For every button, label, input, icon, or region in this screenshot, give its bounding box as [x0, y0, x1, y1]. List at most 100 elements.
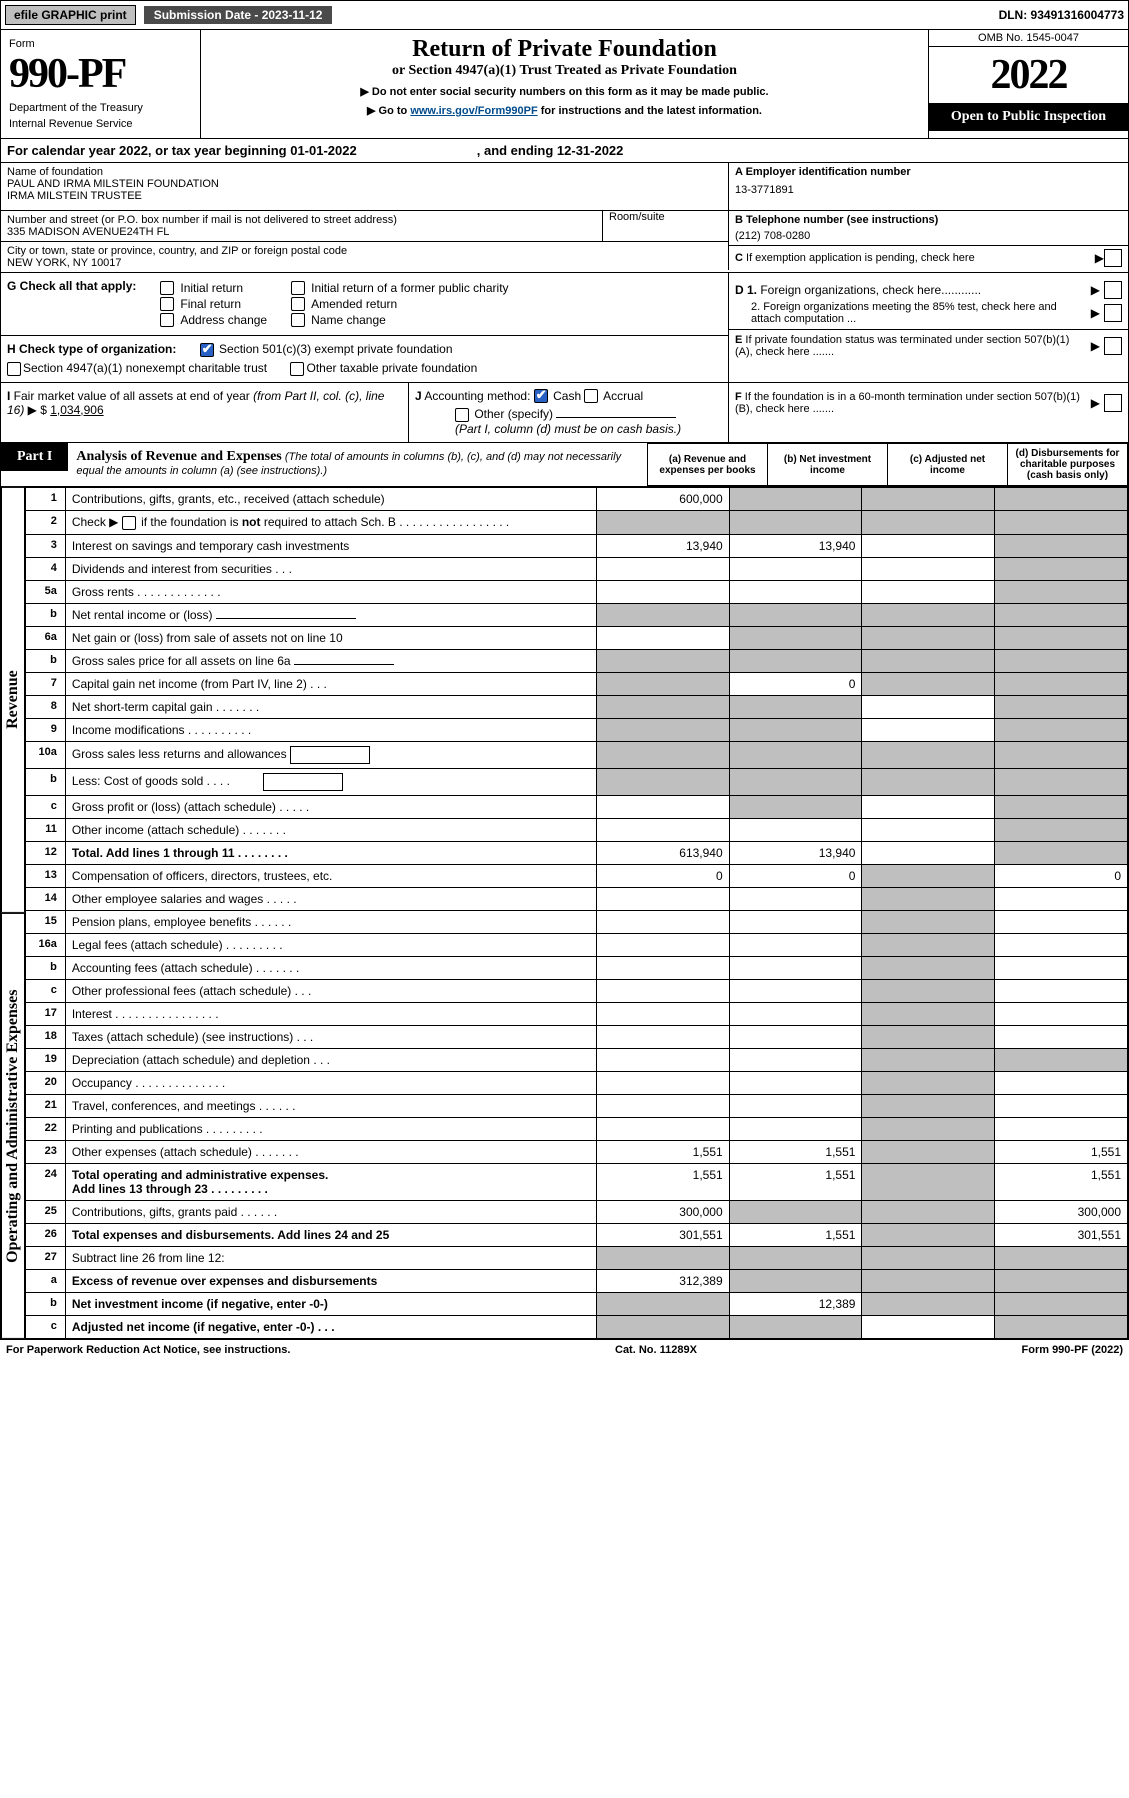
table-row: 14Other employee salaries and wages . . … — [26, 888, 1128, 911]
table-row: 11Other income (attach schedule) . . . .… — [26, 819, 1128, 842]
cash-checkbox[interactable] — [534, 389, 548, 403]
table-row: 26Total expenses and disbursements. Add … — [26, 1224, 1128, 1247]
efile-button[interactable]: efile GRAPHIC print — [5, 5, 136, 25]
form-label: Form — [9, 38, 192, 50]
table-row: 20Occupancy . . . . . . . . . . . . . . — [26, 1072, 1128, 1095]
table-row: 9Income modifications . . . . . . . . . … — [26, 719, 1128, 742]
addr-change-checkbox[interactable] — [160, 313, 174, 327]
footer-right: Form 990-PF (2022) — [1022, 1344, 1124, 1356]
room-label: Room/suite — [602, 211, 722, 241]
tel-value: (212) 708-0280 — [735, 230, 1122, 242]
table-row: bAccounting fees (attach schedule) . . .… — [26, 957, 1128, 980]
col-a-header: (a) Revenue and expenses per books — [648, 444, 768, 486]
open-public: Open to Public Inspection — [929, 103, 1128, 131]
calendar-year-row: For calendar year 2022, or tax year begi… — [0, 139, 1129, 163]
fmv-value: 1,034,906 — [50, 403, 103, 417]
form-number: 990-PF — [9, 50, 192, 98]
accrual-checkbox[interactable] — [584, 389, 598, 403]
other-taxable-checkbox[interactable] — [290, 362, 304, 376]
h-label: H Check type of organization: — [7, 342, 176, 356]
schb-checkbox[interactable] — [122, 516, 136, 530]
tel-label: B Telephone number (see instructions) — [735, 214, 1122, 226]
f-checkbox[interactable] — [1104, 394, 1122, 412]
table-row: 5aGross rents . . . . . . . . . . . . . — [26, 581, 1128, 604]
submission-date: Submission Date - 2023-11-12 — [144, 6, 333, 24]
amended-checkbox[interactable] — [291, 297, 305, 311]
fmv-row: I Fair market value of all assets at end… — [0, 383, 1129, 444]
d2-checkbox[interactable] — [1104, 304, 1122, 322]
initial-former-checkbox[interactable] — [291, 281, 305, 295]
table-row: bGross sales price for all assets on lin… — [26, 650, 1128, 673]
table-row: aExcess of revenue over expenses and dis… — [26, 1270, 1128, 1293]
city-value: NEW YORK, NY 10017 — [7, 257, 722, 269]
form-subtitle: or Section 4947(a)(1) Trust Treated as P… — [209, 63, 920, 79]
top-bar: efile GRAPHIC print Submission Date - 20… — [0, 0, 1129, 30]
info-block: Name of foundation PAUL AND IRMA MILSTEI… — [0, 163, 1129, 273]
table-row: 18Taxes (attach schedule) (see instructi… — [26, 1026, 1128, 1049]
initial-return-checkbox[interactable] — [160, 281, 174, 295]
street-address: 335 MADISON AVENUE24TH FL — [7, 226, 596, 238]
table-row: cOther professional fees (attach schedul… — [26, 980, 1128, 1003]
g-label: G Check all that apply: — [7, 279, 136, 293]
final-return-checkbox[interactable] — [160, 297, 174, 311]
table-row: 13Compensation of officers, directors, t… — [26, 865, 1128, 888]
part1-grid: Revenue Operating and Administrative Exp… — [0, 487, 1129, 1340]
form-link[interactable]: www.irs.gov/Form990PF — [410, 105, 537, 117]
f-label: F If the foundation is in a 60-month ter… — [735, 391, 1087, 415]
col-b-header: (b) Net investment income — [768, 444, 888, 486]
expenses-side-label: Operating and Administrative Expenses — [1, 913, 25, 1339]
table-row: cGross profit or (loss) (attach schedule… — [26, 796, 1128, 819]
table-row: 25Contributions, gifts, grants paid . . … — [26, 1201, 1128, 1224]
omb-number: OMB No. 1545-0047 — [929, 30, 1128, 47]
part1-header: Part I Analysis of Revenue and Expenses … — [0, 443, 1129, 487]
table-row: 8Net short-term capital gain . . . . . .… — [26, 696, 1128, 719]
table-row: 12Total. Add lines 1 through 11 . . . . … — [26, 842, 1128, 865]
e-checkbox[interactable] — [1104, 337, 1122, 355]
table-row: 24Total operating and administrative exp… — [26, 1164, 1128, 1201]
footer-left: For Paperwork Reduction Act Notice, see … — [6, 1344, 290, 1356]
table-row: 1Contributions, gifts, grants, etc., rec… — [26, 488, 1128, 511]
c-checkbox[interactable] — [1104, 249, 1122, 267]
table-row: 7Capital gain net income (from Part IV, … — [26, 673, 1128, 696]
s501-checkbox[interactable] — [200, 343, 214, 357]
tax-year: 2022 — [929, 47, 1128, 103]
col-c-header: (c) Adjusted net income — [888, 444, 1008, 486]
table-row: 2Check ▶ if the foundation is not requir… — [26, 511, 1128, 535]
table-row: 19Depreciation (attach schedule) and dep… — [26, 1049, 1128, 1072]
d1-checkbox[interactable] — [1104, 281, 1122, 299]
table-row: bLess: Cost of goods sold . . . . — [26, 769, 1128, 796]
table-row: 27Subtract line 26 from line 12: — [26, 1247, 1128, 1270]
ein-value: 13-3771891 — [735, 184, 1122, 196]
city-label: City or town, state or province, country… — [7, 245, 722, 257]
form-title: Return of Private Foundation — [209, 36, 920, 63]
table-row: cAdjusted net income (if negative, enter… — [26, 1316, 1128, 1339]
foundation-name: PAUL AND IRMA MILSTEIN FOUNDATION IRMA M… — [7, 178, 722, 202]
other-method-checkbox[interactable] — [455, 408, 469, 422]
form-header: Form 990-PF Department of the Treasury I… — [0, 30, 1129, 139]
table-row: 21Travel, conferences, and meetings . . … — [26, 1095, 1128, 1118]
s4947-checkbox[interactable] — [7, 362, 21, 376]
name-change-checkbox[interactable] — [291, 313, 305, 327]
name-label: Name of foundation — [7, 166, 722, 178]
irs-label: Internal Revenue Service — [9, 118, 192, 130]
table-row: 10aGross sales less returns and allowanc… — [26, 742, 1128, 769]
dln: DLN: 93491316004773 — [999, 8, 1124, 22]
e-label: E If private foundation status was termi… — [735, 334, 1087, 358]
dept-treasury: Department of the Treasury — [9, 102, 192, 114]
col-d-header: (d) Disbursements for charitable purpose… — [1008, 444, 1128, 486]
part1-label: Part I — [1, 443, 68, 471]
table-row: 6aNet gain or (loss) from sale of assets… — [26, 627, 1128, 650]
table-row: bNet investment income (if negative, ent… — [26, 1293, 1128, 1316]
g-h-row: G Check all that apply: Initial return F… — [0, 273, 1129, 383]
table-row: 4Dividends and interest from securities … — [26, 558, 1128, 581]
footer-mid: Cat. No. 11289X — [615, 1344, 697, 1356]
addr-label: Number and street (or P.O. box number if… — [7, 214, 596, 226]
page-footer: For Paperwork Reduction Act Notice, see … — [0, 1340, 1129, 1360]
instruction-2: ▶ Go to www.irs.gov/Form990PF for instru… — [209, 104, 920, 117]
table-row: 3Interest on savings and temporary cash … — [26, 535, 1128, 558]
c-label: C If exemption application is pending, c… — [735, 252, 1095, 264]
table-row: 17Interest . . . . . . . . . . . . . . .… — [26, 1003, 1128, 1026]
table-row: 16aLegal fees (attach schedule) . . . . … — [26, 934, 1128, 957]
revenue-side-label: Revenue — [1, 487, 25, 913]
part1-table: 1Contributions, gifts, grants, etc., rec… — [25, 487, 1128, 1339]
